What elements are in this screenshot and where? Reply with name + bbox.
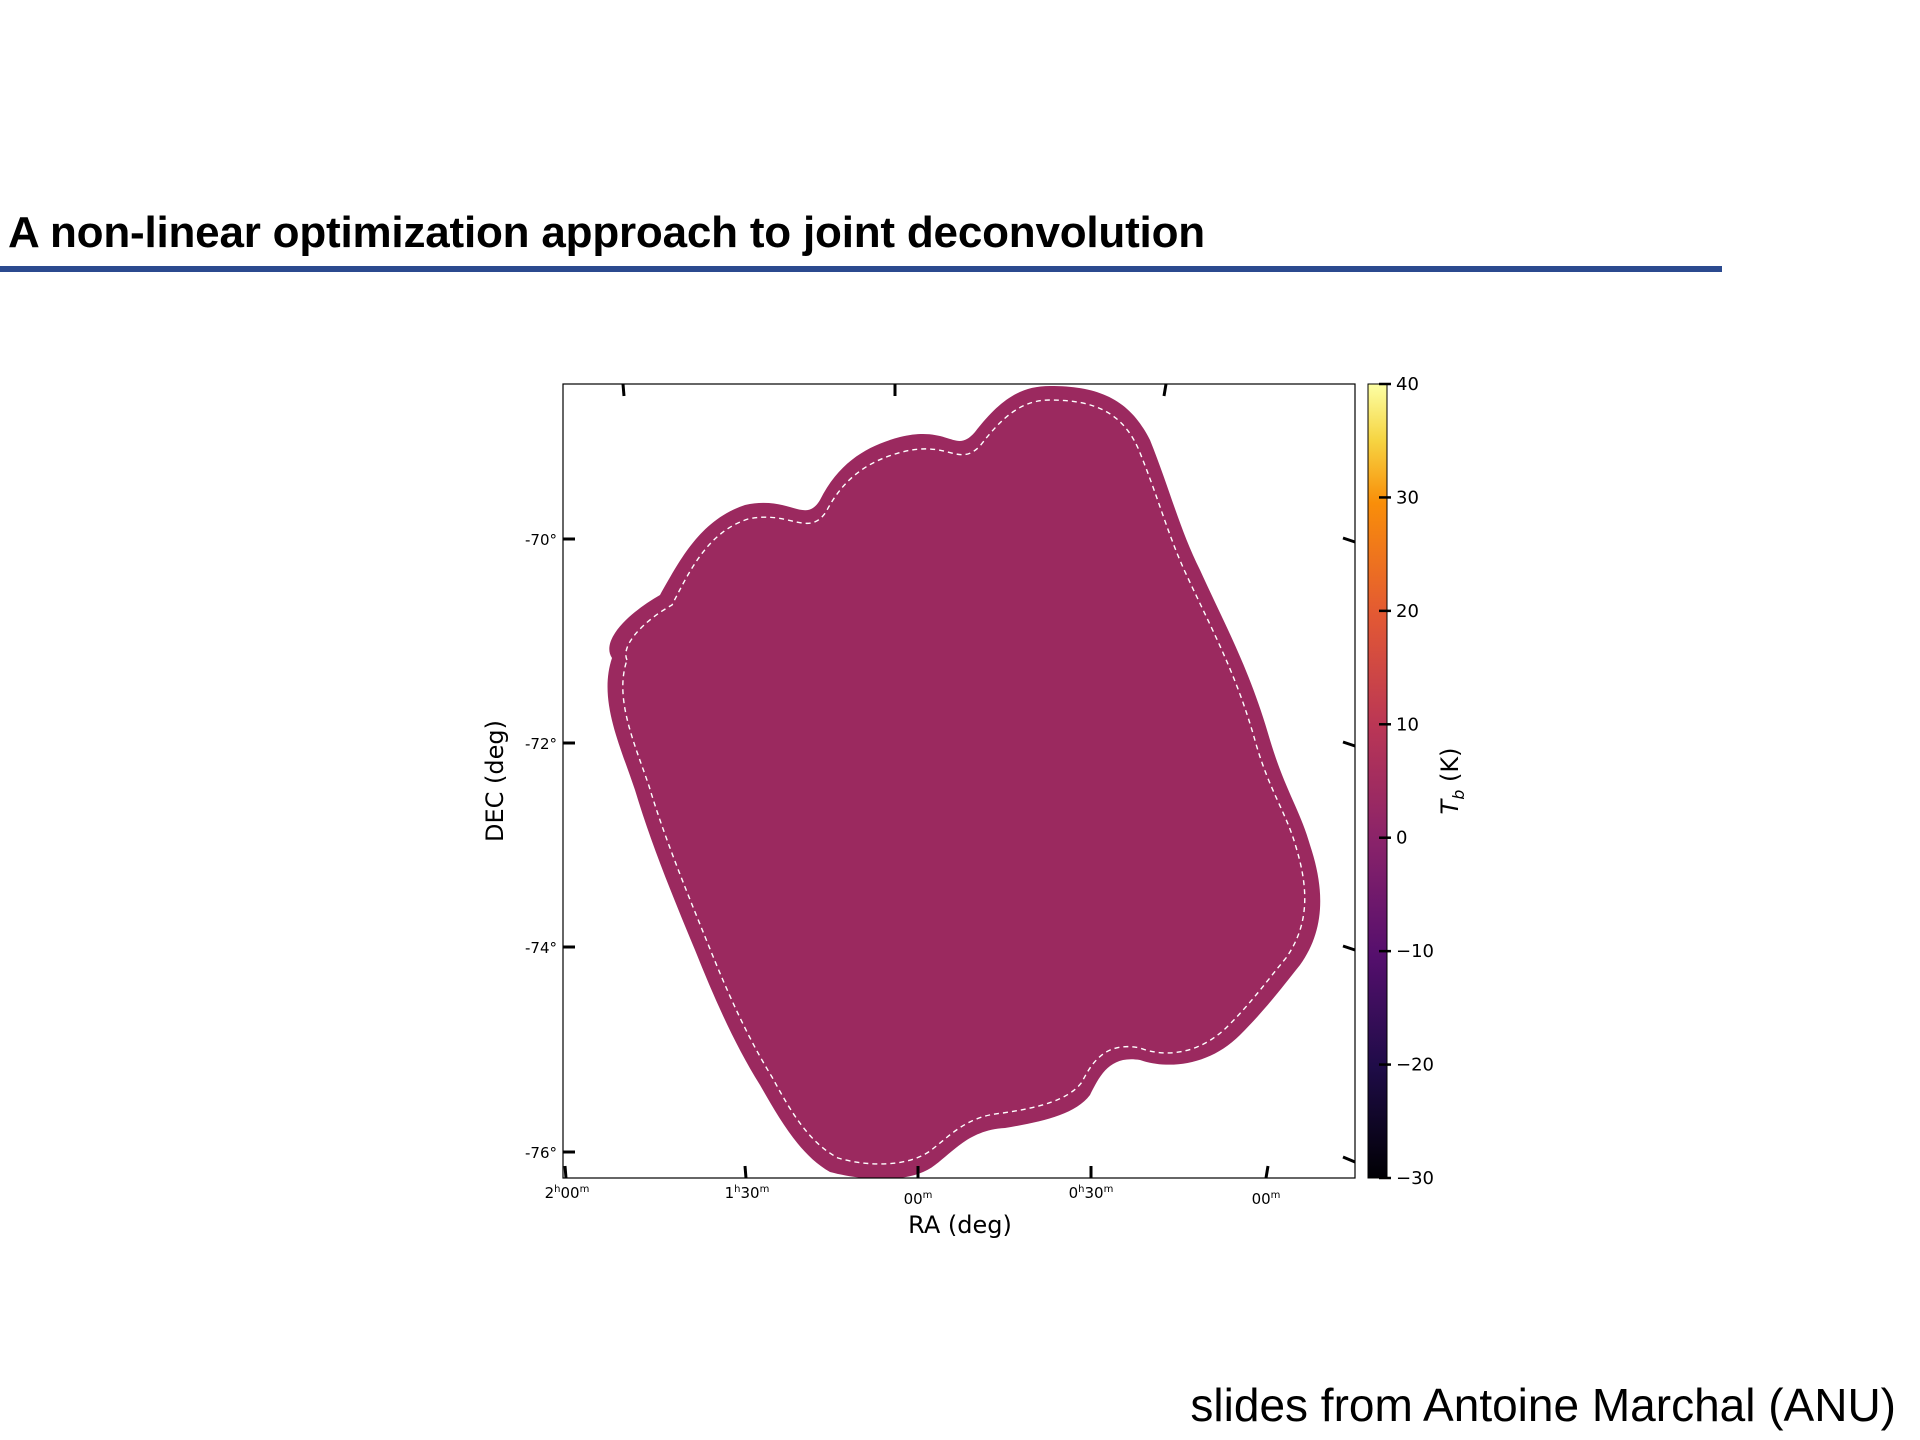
- colorbar-ticks: 40 30 20 10 0 −10 −20 −30: [1379, 374, 1434, 1189]
- colorbar-tick-label: −20: [1396, 1055, 1434, 1076]
- bottom-tick: [1264, 1165, 1270, 1179]
- top-tick: [621, 383, 626, 397]
- x-tick-label: 00m: [1252, 1190, 1281, 1208]
- plot-ticks: [563, 383, 1356, 1179]
- top-tick: [1162, 383, 1168, 397]
- right-tick: [1342, 1155, 1356, 1164]
- x-tick-label: 0h30m: [1069, 1184, 1114, 1202]
- map-region: [607, 386, 1321, 1178]
- mask-contour: [622, 399, 1306, 1165]
- x-tick-label: 2h00m: [545, 1184, 590, 1202]
- footer-credit: slides from Antoine Marchal (ANU): [1190, 1379, 1896, 1431]
- right-tick: [1342, 740, 1356, 748]
- colorbar-tick-label: 10: [1396, 714, 1419, 735]
- colorbar-label: Tb (K): [1436, 748, 1468, 815]
- x-axis-label: RA (deg): [908, 1211, 1012, 1239]
- y-tick-label: -70°: [525, 531, 557, 549]
- bottom-tick: [563, 1165, 568, 1179]
- colorbar-tick-label: −30: [1396, 1168, 1434, 1189]
- colorbar: [1367, 383, 1388, 1179]
- y-tick-label: -74°: [525, 939, 557, 957]
- colorbar-tick-label: 20: [1396, 601, 1419, 622]
- colorbar-tick-label: 40: [1396, 374, 1419, 395]
- colorbar-tick-label: 0: [1396, 828, 1407, 849]
- y-tick-label: -72°: [525, 735, 557, 753]
- x-tick-label: 1h30m: [725, 1184, 770, 1202]
- colorbar-tick-label: 30: [1396, 487, 1419, 508]
- x-tick-label: 00m: [904, 1190, 933, 1208]
- bottom-tick: [743, 1165, 748, 1179]
- colorbar-tick-label: −10: [1396, 941, 1434, 962]
- plot-frame: [562, 383, 1356, 1179]
- title-rule: [0, 266, 1722, 272]
- y-tick-label: -76°: [525, 1144, 557, 1162]
- y-axis-label: DEC (deg): [481, 720, 509, 842]
- right-tick: [1342, 944, 1356, 952]
- slide-title: A non-linear optimization approach to jo…: [8, 208, 1205, 257]
- right-tick: [1342, 536, 1356, 544]
